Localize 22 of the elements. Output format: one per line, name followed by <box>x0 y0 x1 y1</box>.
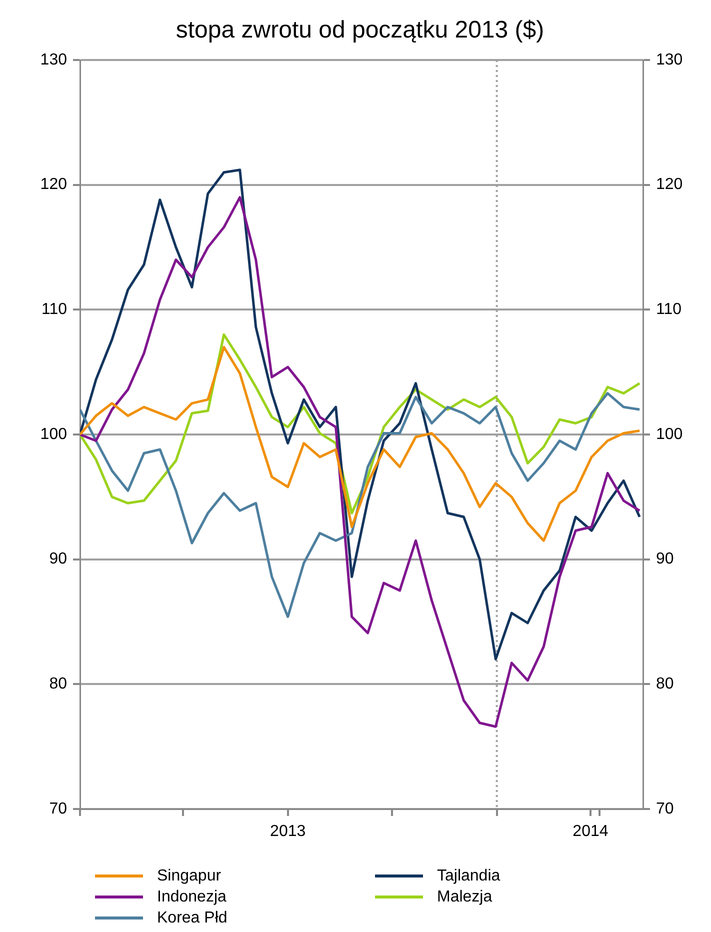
legend-label: Indonezja <box>157 888 226 906</box>
y2-tick-label: 130 <box>656 51 683 68</box>
y-tick-label: 110 <box>41 301 68 318</box>
legend-label: Malezja <box>437 888 492 906</box>
legend-label: Korea Płd <box>157 909 228 926</box>
y2-tick-label: 80 <box>656 676 674 693</box>
legend-label: Tajlandia <box>437 867 500 884</box>
legend-label: Singapur <box>157 867 222 884</box>
y2-tick-label: 70 <box>656 800 674 818</box>
y-tick-label: 100 <box>40 426 68 443</box>
x-tick-label: 2014 <box>572 823 608 840</box>
y2-tick-label: 90 <box>656 550 674 568</box>
y2-tick-label: 120 <box>656 176 683 194</box>
y-tick-label: 70 <box>49 800 68 818</box>
y-tick-label: 90 <box>49 550 68 568</box>
y-tick-label: 80 <box>49 676 68 693</box>
chart-title: stopa zwrotu od początku 2013 ($) <box>176 16 544 44</box>
x-tick-label: 2013 <box>270 823 306 840</box>
y-tick-label: 130 <box>40 51 68 68</box>
y2-tick-label: 100 <box>656 426 683 443</box>
y-tick-label: 120 <box>40 176 68 194</box>
y2-tick-label: 110 <box>656 301 682 318</box>
